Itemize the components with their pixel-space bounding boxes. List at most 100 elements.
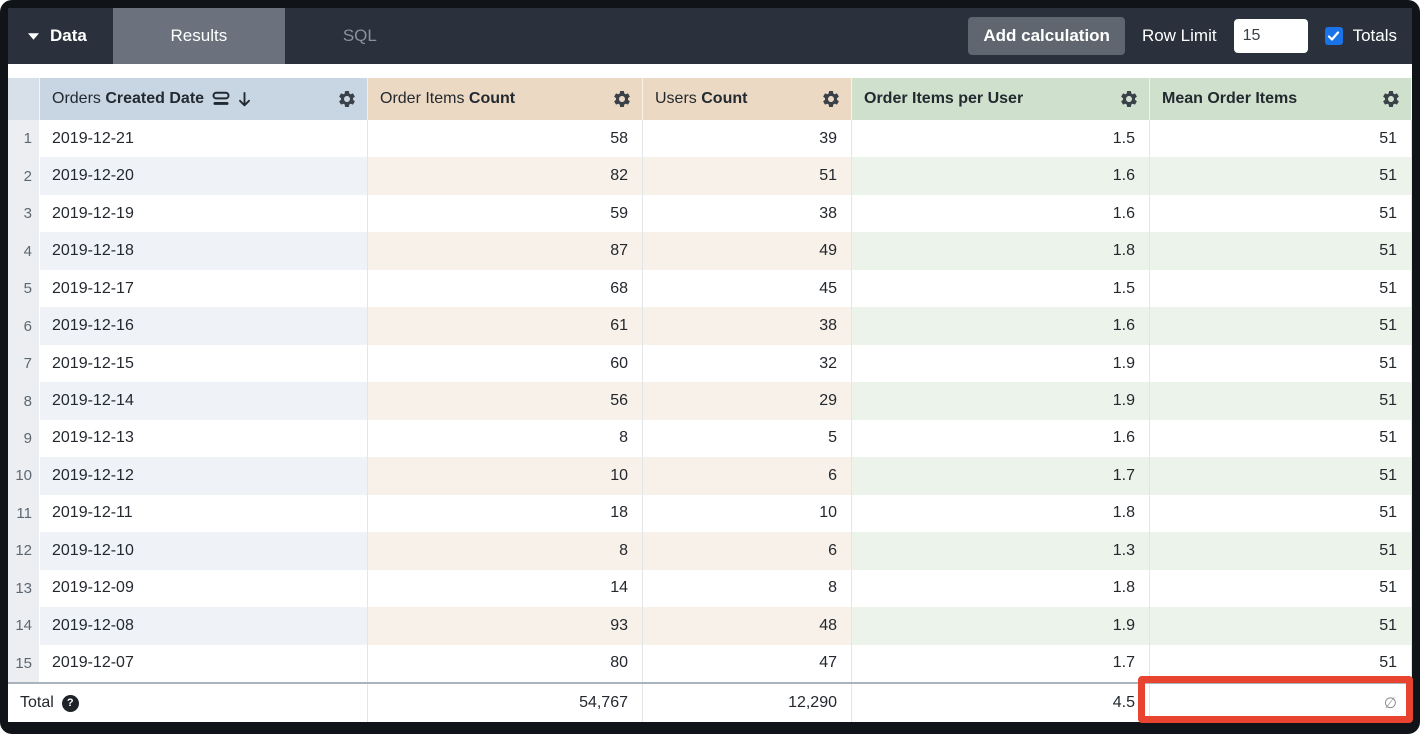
- cell-order-items-count: 8: [368, 532, 643, 570]
- tab-results[interactable]: Results: [112, 8, 285, 64]
- table-row: 4 2019-12-18 87 49 1.8 51: [8, 232, 1412, 270]
- cell-users-count: 45: [643, 269, 852, 308]
- totals-checkbox[interactable]: [1324, 27, 1343, 45]
- cell-order-items-count: 93: [368, 607, 643, 645]
- results-table: Orders Created Date Order Items Count: [8, 78, 1412, 722]
- gear-icon[interactable]: [1381, 89, 1401, 109]
- cell-mean-order-items: 51: [1150, 494, 1412, 533]
- cell-mean-order-items: 51: [1150, 232, 1412, 270]
- cell-orders-created-date: 2019-12-18: [40, 232, 368, 270]
- cell-mean-order-items: 51: [1150, 194, 1412, 233]
- cell-order-items-per-user: 1.6: [852, 157, 1150, 195]
- row-limit-input[interactable]: [1233, 19, 1308, 53]
- column-label-bold: Created Date: [105, 90, 205, 107]
- cell-orders-created-date: 2019-12-14: [40, 382, 368, 420]
- cell-mean-order-items: 51: [1150, 644, 1412, 683]
- cell-orders-created-date: 2019-12-12: [40, 457, 368, 495]
- table-body: 1 2019-12-21 58 39 1.5 51 2 2019-12-20 8…: [8, 120, 1412, 683]
- cell-order-items-count: 61: [368, 307, 643, 345]
- cell-orders-created-date: 2019-12-09: [40, 569, 368, 608]
- cell-users-count: 47: [643, 644, 852, 683]
- cell-users-count: 29: [643, 382, 852, 420]
- table-row: 3 2019-12-19 59 38 1.6 51: [8, 194, 1412, 233]
- cell-order-items-per-user: 1.8: [852, 232, 1150, 270]
- column-label-bold: Mean Order Items: [1162, 90, 1298, 107]
- cell-mean-order-items: 51: [1150, 457, 1412, 495]
- cell-mean-order-items: 51: [1150, 569, 1412, 608]
- cell-order-items-count: 18: [368, 494, 643, 533]
- tab-sql[interactable]: SQL: [342, 26, 377, 45]
- cell-order-items-count: 60: [368, 344, 643, 383]
- total-users-count: 12,290: [643, 684, 852, 722]
- cell-order-items-count: 8: [368, 419, 643, 458]
- cell-orders-created-date: 2019-12-15: [40, 344, 368, 383]
- cell-orders-created-date: 2019-12-10: [40, 532, 368, 570]
- table-row: 7 2019-12-15 60 32 1.9 51: [8, 344, 1412, 383]
- row-index-cell: 4: [8, 232, 40, 270]
- sort-indicator-group: [212, 91, 252, 108]
- caret-down-icon: [28, 32, 39, 40]
- cell-order-items-per-user: 1.6: [852, 419, 1150, 458]
- data-section-toggle[interactable]: Data: [8, 8, 113, 64]
- gear-icon[interactable]: [337, 89, 357, 109]
- subtotal-sort-icon: [212, 91, 230, 105]
- cell-order-items-count: 87: [368, 232, 643, 270]
- table-row: 5 2019-12-17 68 45 1.5 51: [8, 269, 1412, 308]
- gear-icon[interactable]: [612, 89, 632, 109]
- cell-order-items-count: 68: [368, 269, 643, 308]
- column-label-prefix: Users: [655, 90, 702, 107]
- table-row: 11 2019-12-11 18 10 1.8 51: [8, 494, 1412, 533]
- cell-order-items-count: 10: [368, 457, 643, 495]
- table-header-row: Orders Created Date Order Items Count: [8, 78, 1412, 120]
- row-index-cell: 5: [8, 269, 40, 308]
- table-row: 15 2019-12-07 80 47 1.7 51: [8, 644, 1412, 683]
- null-value-symbol: ∅: [1383, 695, 1397, 712]
- cell-order-items-per-user: 1.8: [852, 494, 1150, 533]
- gear-icon[interactable]: [821, 89, 841, 109]
- cell-orders-created-date: 2019-12-13: [40, 419, 368, 458]
- row-index-cell: 1: [8, 120, 40, 158]
- cell-users-count: 10: [643, 494, 852, 533]
- table-row: 14 2019-12-08 93 48 1.9 51: [8, 607, 1412, 645]
- cell-users-count: 39: [643, 120, 852, 158]
- row-number-column-header: [8, 78, 40, 120]
- data-section-label: Data: [50, 26, 87, 45]
- cell-order-items-count: 56: [368, 382, 643, 420]
- column-header-orders-created-date[interactable]: Orders Created Date: [40, 78, 368, 120]
- column-header-order-items-per-user[interactable]: Order Items per User: [852, 78, 1150, 120]
- cell-order-items-per-user: 1.9: [852, 382, 1150, 420]
- cell-mean-order-items: 51: [1150, 269, 1412, 308]
- cell-orders-created-date: 2019-12-16: [40, 307, 368, 345]
- cell-order-items-count: 82: [368, 157, 643, 195]
- cell-mean-order-items: 51: [1150, 532, 1412, 570]
- cell-users-count: 38: [643, 194, 852, 233]
- cell-order-items-per-user: 1.6: [852, 194, 1150, 233]
- cell-orders-created-date: 2019-12-08: [40, 607, 368, 645]
- cell-users-count: 6: [643, 532, 852, 570]
- table-row: 12 2019-12-10 8 6 1.3 51: [8, 532, 1412, 570]
- row-index-cell: 11: [8, 494, 40, 533]
- cell-users-count: 6: [643, 457, 852, 495]
- cell-order-items-per-user: 1.6: [852, 307, 1150, 345]
- add-calculation-button[interactable]: Add calculation: [968, 17, 1125, 55]
- column-label-prefix: Orders: [52, 90, 106, 107]
- cell-order-items-per-user: 1.9: [852, 344, 1150, 383]
- toolbar-right-group: Add calculation Row Limit Totals: [968, 8, 1412, 64]
- column-header-users-count[interactable]: Users Count: [643, 78, 852, 120]
- sort-desc-arrow-icon: [239, 91, 250, 106]
- column-header-mean-order-items[interactable]: Mean Order Items: [1150, 78, 1412, 120]
- help-icon[interactable]: ?: [61, 694, 79, 712]
- cell-order-items-per-user: 1.7: [852, 644, 1150, 683]
- total-label-cell: Total ?: [8, 684, 368, 722]
- gear-icon[interactable]: [1119, 89, 1139, 109]
- row-index-cell: 14: [8, 607, 40, 645]
- cell-mean-order-items: 51: [1150, 607, 1412, 645]
- table-row: 8 2019-12-14 56 29 1.9 51: [8, 382, 1412, 420]
- table-row: 9 2019-12-13 8 5 1.6 51: [8, 419, 1412, 458]
- column-header-order-items-count[interactable]: Order Items Count: [368, 78, 643, 120]
- cell-order-items-count: 58: [368, 120, 643, 158]
- cell-users-count: 8: [643, 569, 852, 608]
- cell-orders-created-date: 2019-12-21: [40, 120, 368, 158]
- cell-order-items-per-user: 1.5: [852, 120, 1150, 158]
